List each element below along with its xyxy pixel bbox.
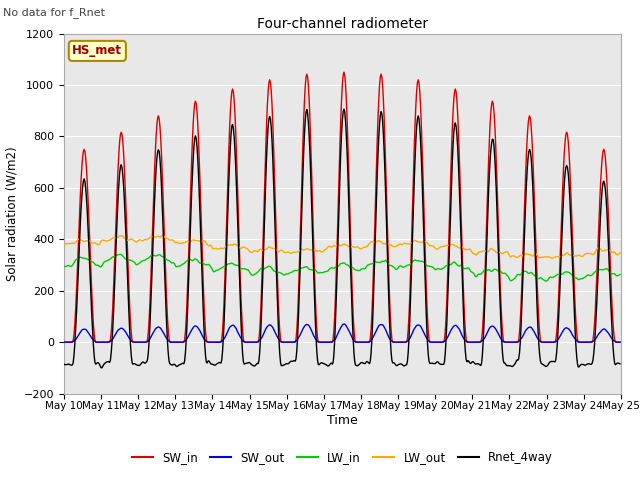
- Title: Four-channel radiometer: Four-channel radiometer: [257, 17, 428, 31]
- Y-axis label: Solar radiation (W/m2): Solar radiation (W/m2): [5, 146, 18, 281]
- Text: HS_met: HS_met: [72, 44, 122, 58]
- Text: No data for f_Rnet: No data for f_Rnet: [3, 7, 105, 18]
- Legend: SW_in, SW_out, LW_in, LW_out, Rnet_4way: SW_in, SW_out, LW_in, LW_out, Rnet_4way: [127, 446, 558, 469]
- X-axis label: Time: Time: [327, 414, 358, 427]
